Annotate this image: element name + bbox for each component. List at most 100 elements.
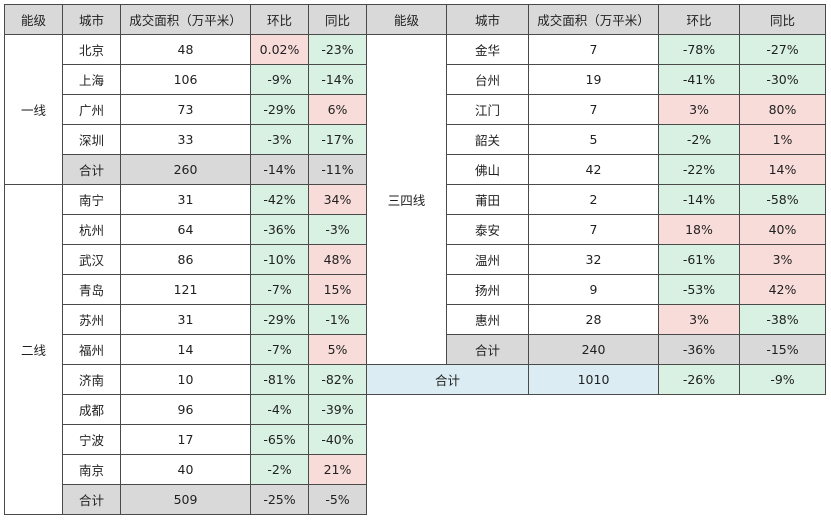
yoy-cell: 34% [308,184,367,215]
area-cell: 86 [120,244,251,275]
area-cell: 42 [528,154,659,185]
empty-area [366,484,826,515]
yoy-cell: 5% [308,334,367,365]
subtotal-mom: -36% [658,334,740,365]
header-area: 成交面积（万平米） [120,4,251,35]
header-area: 成交面积（万平米） [528,4,659,35]
table-row: 上海 106 -9% -14% 台州 19 -41% -30% [5,64,826,95]
yoy-cell: 6% [308,94,367,125]
table-row: 合计 260 -14% -11% 佛山 42 -22% 14% [5,154,826,185]
area-cell: 64 [120,214,251,245]
table-row: 合计 509 -25% -5% [5,484,826,515]
city-cell: 上海 [62,64,121,95]
mom-cell: -65% [250,424,309,455]
header-tier: 能级 [4,4,63,35]
mom-cell: -10% [250,244,309,275]
empty-area [366,394,826,425]
city-cell: 武汉 [62,244,121,275]
mom-cell: 0.02% [250,34,309,65]
city-cell: 宁波 [62,424,121,455]
area-cell: 7 [528,34,659,65]
mom-cell: -3% [250,124,309,155]
grand-total-mom: -26% [658,364,740,395]
yoy-cell: 21% [308,454,367,485]
mom-cell: -41% [658,64,740,95]
yoy-cell: -40% [308,424,367,455]
data-table-container: 能级 城市 成交面积（万平米） 环比 同比 能级 城市 成交面积（万平米） 环比… [4,4,826,515]
yoy-cell: 40% [739,214,826,245]
tier-label: 三四线 [366,34,447,365]
area-cell: 33 [120,124,251,155]
table-row: 济南 10 -81% -82% 合计 1010 -26% -9% [5,364,826,395]
header-yoy: 同比 [739,4,826,35]
yoy-cell: -27% [739,34,826,65]
subtotal-yoy: -15% [739,334,826,365]
mom-cell: -78% [658,34,740,65]
mom-cell: -2% [250,454,309,485]
yoy-cell: 42% [739,274,826,305]
yoy-cell: -39% [308,394,367,425]
table-row: 宁波 17 -65% -40% [5,424,826,455]
mom-cell: -29% [250,304,309,335]
area-cell: 48 [120,34,251,65]
mom-cell: -42% [250,184,309,215]
city-cell: 深圳 [62,124,121,155]
subtotal-area: 240 [528,334,659,365]
mom-cell: -4% [250,394,309,425]
city-cell: 扬州 [446,274,529,305]
mom-cell: -9% [250,64,309,95]
header-city: 城市 [62,4,121,35]
area-cell: 106 [120,64,251,95]
area-cell: 121 [120,274,251,305]
empty-area [366,424,826,455]
city-cell: 佛山 [446,154,529,185]
area-cell: 7 [528,94,659,125]
mom-cell: -7% [250,334,309,365]
subtotal-mom: -25% [250,484,309,515]
area-cell: 32 [528,244,659,275]
yoy-cell: 48% [308,244,367,275]
yoy-cell: -82% [308,364,367,395]
mom-cell: -2% [658,124,740,155]
area-cell: 14 [120,334,251,365]
subtotal-label: 合计 [62,484,121,515]
table-row: 武汉 86 -10% 48% 温州 32 -61% 3% [5,244,826,275]
grand-total-area: 1010 [528,364,659,395]
city-cell: 韶关 [446,124,529,155]
yoy-cell: -14% [308,64,367,95]
table-row: 一线 北京 48 0.02% -23% 三四线 金华 7 -78% -27% [4,34,826,365]
table-row: 青岛 121 -7% 15% 扬州 9 -53% 42% [5,274,826,305]
mom-cell: -29% [250,94,309,125]
area-cell: 5 [528,124,659,155]
city-cell: 莆田 [446,184,529,215]
grand-total-label: 合计 [366,364,529,395]
yoy-cell: -23% [308,34,367,65]
city-cell: 温州 [446,244,529,275]
empty-area [366,454,826,485]
yoy-cell: -3% [308,214,367,245]
yoy-cell: 1% [739,124,826,155]
area-cell: 19 [528,64,659,95]
yoy-cell: 3% [739,244,826,275]
city-cell: 成都 [62,394,121,425]
subtotal-label: 合计 [62,154,121,185]
area-cell: 31 [120,304,251,335]
table-row: 成都 96 -4% -39% [5,394,826,425]
area-cell: 28 [528,304,659,335]
grand-total-yoy: -9% [739,364,826,395]
city-cell: 北京 [62,34,121,65]
table-row: 二线 南宁 31 -42% 34% 莆田 2 -14% -58% [4,184,826,515]
city-cell: 济南 [62,364,121,395]
table-row: 苏州 31 -29% -1% 惠州 28 3% -38% [5,304,826,335]
city-cell: 惠州 [446,304,529,335]
city-transaction-table: 能级 城市 成交面积（万平米） 环比 同比 能级 城市 成交面积（万平米） 环比… [4,4,826,515]
area-cell: 73 [120,94,251,125]
table-row: 南京 40 -2% 21% [5,454,826,485]
mom-cell: -22% [658,154,740,185]
subtotal-label: 合计 [446,334,529,365]
city-cell: 南宁 [62,184,121,215]
subtotal-area: 260 [120,154,251,185]
header-city: 城市 [446,4,529,35]
area-cell: 9 [528,274,659,305]
yoy-cell: -58% [739,184,826,215]
